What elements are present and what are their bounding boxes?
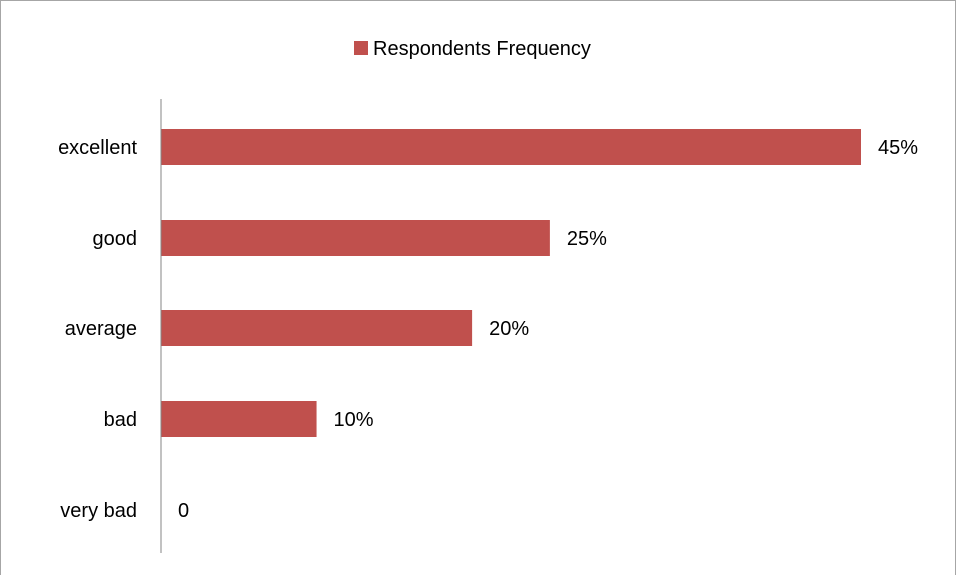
data-label: 10% [334,409,374,431]
bar [161,129,861,165]
legend: Respondents Frequency [354,38,591,60]
legend-swatch [354,41,368,55]
bar [161,401,317,437]
bar [161,220,550,256]
category-label: excellent [58,137,137,159]
data-label: 20% [489,318,529,340]
category-label: good [93,228,138,250]
category-label: average [65,318,137,340]
data-label: 25% [567,228,607,250]
data-label: 45% [878,137,918,159]
category-label: very bad [60,500,137,522]
plot-area: excellent 45% good 25% average 20% bad 10% very … [58,129,918,522]
data-label: 0 [178,500,189,522]
category-label: bad [104,409,137,431]
bar [161,310,473,346]
legend-label: Respondents Frequency [373,38,591,60]
